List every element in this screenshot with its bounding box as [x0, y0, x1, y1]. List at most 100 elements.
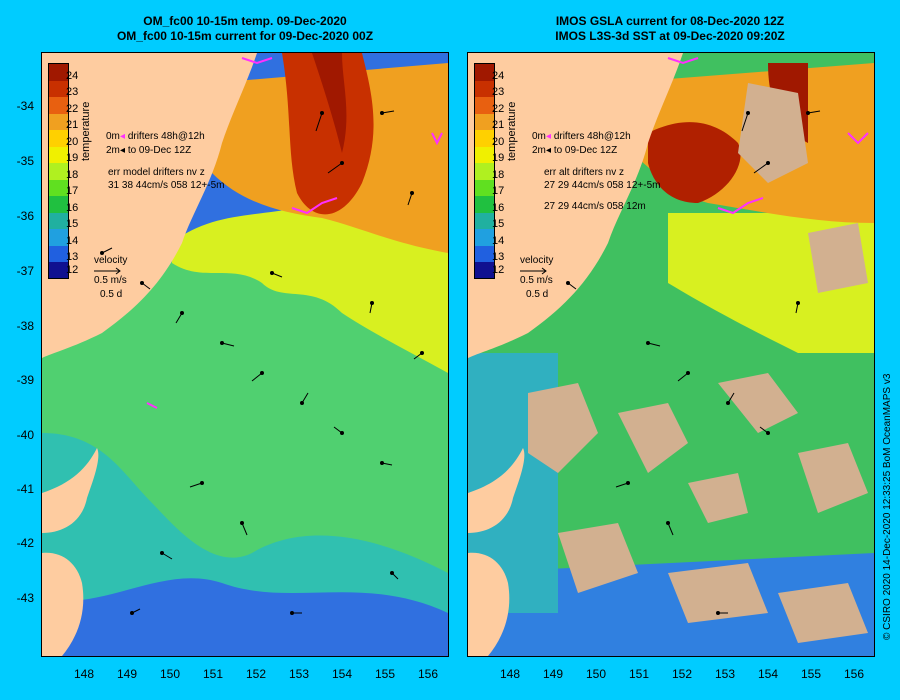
- lat-label: -35: [16, 154, 34, 168]
- velocity-key-arrowhead: [541, 267, 547, 275]
- cb-seg-21: [475, 114, 494, 130]
- cb-label-13: 13: [66, 251, 79, 263]
- right-panel-title: IMOS GSLA current for 08-Dec-2020 12Z IM…: [470, 14, 870, 44]
- cb-label-20: 20: [66, 136, 79, 148]
- cb-seg-24: [49, 64, 68, 81]
- cb-label-14: 14: [492, 235, 505, 247]
- velocity-duration: 0.5 d: [526, 289, 549, 300]
- left-err-line1: err model drifters nv z: [108, 167, 205, 178]
- cb-label-17: 17: [492, 185, 505, 197]
- right-drifters-text1: drifters 48h@12h: [553, 131, 631, 142]
- warm-eddy-center: [312, 53, 347, 153]
- cb-seg-14: [475, 229, 494, 246]
- velocity-speed: 0.5 m/s: [520, 275, 553, 286]
- left-drifters-text2: to 09-Dec 12Z: [127, 145, 192, 156]
- left-unit-2m: 2m: [106, 145, 120, 156]
- lon-label: 154: [331, 667, 353, 681]
- ocean-green-zone: [42, 247, 448, 574]
- cb-label-14: 14: [66, 235, 79, 247]
- cb-label-16: 16: [492, 202, 505, 214]
- cb-label-24: 24: [492, 70, 505, 82]
- cb-label-23: 23: [66, 86, 79, 98]
- right-drifters-text2: to 09-Dec 12Z: [553, 145, 618, 156]
- cb-seg-15: [49, 213, 68, 229]
- lat-label: -38: [16, 319, 34, 333]
- velocity-duration: 0.5 d: [100, 289, 123, 300]
- lon-label: 153: [714, 667, 736, 681]
- cb-seg-18: [49, 163, 68, 180]
- cb-label-16: 16: [66, 202, 79, 214]
- lat-label: -34: [16, 99, 34, 113]
- cb-label-18: 18: [66, 169, 79, 181]
- cb-label-20: 20: [492, 136, 505, 148]
- cb-seg-21: [49, 114, 68, 130]
- left-colorbar: [48, 63, 69, 279]
- lon-label: 153: [288, 667, 310, 681]
- drifter-marker-icon: ◂: [120, 131, 126, 142]
- drifter-tracks: [667, 57, 869, 215]
- right-unit-0m: 0m: [532, 131, 546, 142]
- velocity-label: velocity: [94, 255, 128, 266]
- lon-label: 156: [417, 667, 439, 681]
- flinders-island: [42, 448, 99, 533]
- lat-label: -41: [16, 482, 34, 496]
- drifter-tracks: [146, 57, 443, 409]
- lon-label: 155: [800, 667, 822, 681]
- cb-seg-12: [49, 262, 68, 278]
- colorbar-title: temperature: [506, 101, 518, 161]
- velocity-label: velocity: [520, 255, 554, 266]
- colorbar-title: temperature: [80, 101, 92, 161]
- right-title-line2: IMOS L3S-3d SST at 09-Dec-2020 09:20Z: [555, 29, 785, 43]
- lon-label: 149: [542, 667, 564, 681]
- cb-label-12: 12: [66, 264, 79, 276]
- left-title-line2: OM_fc00 10-15m current for 09-Dec-2020 0…: [116, 29, 374, 43]
- cb-seg-14: [49, 229, 68, 246]
- right-drifters-line1: ◂ drifters 48h@12h: [546, 131, 631, 143]
- lon-label: 151: [202, 667, 224, 681]
- warm-eddy-core: [282, 53, 374, 215]
- cb-seg-22: [49, 97, 68, 114]
- cb-label-22: 22: [492, 103, 505, 115]
- cb-seg-17: [49, 180, 68, 196]
- lat-label: -36: [16, 209, 34, 223]
- drifter-marker-icon: ◂: [546, 131, 552, 142]
- cb-seg-18: [475, 163, 494, 180]
- cb-label-15: 15: [492, 218, 505, 230]
- right-colorbar: [474, 63, 495, 279]
- left-err-line2: 31 38 44cm/s 058 12+-5m: [108, 180, 225, 191]
- cb-seg-13: [475, 246, 494, 262]
- cb-label-21: 21: [492, 119, 505, 131]
- right-map-svg: [468, 53, 874, 656]
- cb-label-12: 12: [492, 264, 505, 276]
- lon-label: 152: [671, 667, 693, 681]
- right-unit-2m: 2m: [532, 145, 546, 156]
- tasmania-coast: [42, 552, 84, 656]
- lat-label: -40: [16, 428, 34, 442]
- cb-seg-20: [49, 130, 68, 147]
- lon-label: 148: [499, 667, 521, 681]
- credit-text: © CSIRO 2020 14-Dec-2020 12:33:25 BoM Oc…: [882, 373, 893, 640]
- cb-label-18: 18: [492, 169, 505, 181]
- cb-label-17: 17: [66, 185, 79, 197]
- cb-seg-17: [475, 180, 494, 196]
- cloud-mask-patches: [528, 83, 868, 643]
- left-drifters-line1: ◂ drifters 48h@12h: [120, 131, 205, 143]
- australia-mainland: [42, 53, 257, 358]
- velocity-arrows: [566, 110, 821, 615]
- cb-seg-22: [475, 97, 494, 114]
- cb-seg-23: [49, 81, 68, 97]
- cb-seg-24: [475, 64, 494, 81]
- right-err-line1: err alt drifters nv z: [544, 167, 625, 178]
- right-title-line1: IMOS GSLA current for 08-Dec-2020 12Z: [555, 14, 785, 28]
- right-map-panel: 24 23 22 21 20 19 18 17 16 15 14 13 12 t…: [467, 52, 875, 657]
- lat-label: -37: [16, 264, 34, 278]
- left-unit-0m: 0m: [106, 131, 120, 142]
- cb-label-22: 22: [66, 103, 79, 115]
- lon-label: 148: [73, 667, 95, 681]
- right-err-line2: 27 29 44cm/s 058 12+-5m: [544, 180, 661, 191]
- cb-label-23: 23: [492, 86, 505, 98]
- tasmania-coast: [468, 552, 510, 656]
- velocity-key-arrowhead: [115, 267, 121, 275]
- cb-seg-13: [49, 246, 68, 262]
- right-err-line3: 27 29 44cm/s 058 12m: [544, 201, 646, 212]
